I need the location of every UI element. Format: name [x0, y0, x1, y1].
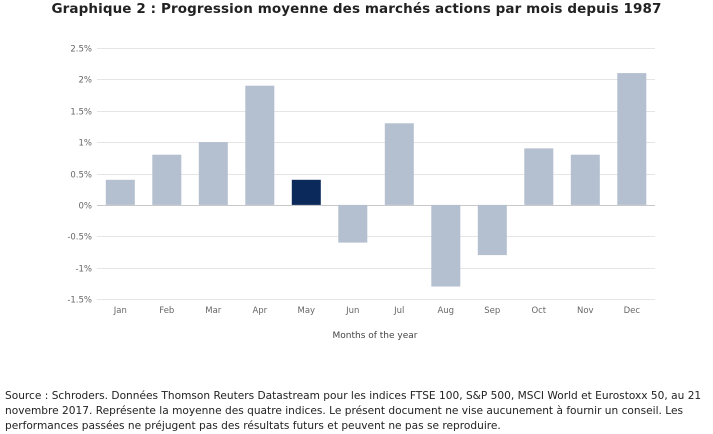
x-axis-label: Months of the year: [332, 331, 417, 341]
bar-feb: [152, 154, 182, 205]
y-tick-label: 2%: [79, 76, 93, 86]
x-tick-label-dec: Dec: [624, 306, 641, 316]
x-tick-label-jun: Jun: [345, 306, 359, 316]
y-tick-label: 2.5%: [70, 45, 92, 55]
bar-jun: [338, 204, 368, 243]
bar-apr: [245, 85, 275, 205]
bars: [105, 73, 647, 287]
x-tick-label-oct: Oct: [531, 306, 546, 316]
x-tick-label-may: May: [298, 306, 316, 316]
y-tick-label: 1.5%: [70, 108, 92, 118]
x-tick-label-jan: Jan: [113, 306, 127, 316]
bar-chart: 2.5% 2% 1.5% 1% 0.5% 0% -0.5% -1% -1.5% Jan Feb Ma…: [67, 45, 655, 341]
bar-mar: [198, 142, 228, 205]
bar-oct: [524, 148, 554, 205]
bar-dec: [617, 73, 647, 205]
y-tick-label: 0.5%: [70, 171, 92, 181]
y-axis-ticks: 2.5% 2% 1.5% 1% 0.5% 0% -0.5% -1% -1.5%: [67, 45, 92, 306]
x-tick-label-apr: Apr: [252, 306, 267, 316]
bar-nov: [570, 154, 600, 205]
x-tick-label-mar: Mar: [205, 306, 222, 316]
bar-sep: [477, 204, 507, 256]
x-axis-ticks: Jan Feb Mar Apr May Jun Jul Aug Sep Oct Nov Dec: [113, 306, 641, 316]
bar-jul: [384, 123, 414, 205]
source-note: Source : Schroders. Données Thomson Reut…: [5, 390, 702, 432]
x-tick-label-nov: Nov: [577, 306, 594, 316]
bar-may: [291, 179, 321, 205]
x-tick-label-feb: Feb: [159, 306, 174, 316]
y-tick-label: 1%: [79, 139, 93, 149]
bar-jan: [105, 179, 135, 205]
bar-aug: [431, 204, 461, 287]
x-tick-label-sep: Sep: [484, 306, 500, 316]
chart-title: Graphique 2 : Progression moyenne des ma…: [51, 1, 662, 17]
gridlines: [97, 48, 655, 300]
x-tick-label-aug: Aug: [437, 306, 454, 316]
y-tick-label: -0.5%: [67, 233, 92, 243]
y-tick-label: -1.5%: [67, 296, 92, 306]
y-tick-label: 0%: [79, 202, 93, 212]
x-tick-label-jul: Jul: [393, 306, 404, 316]
y-tick-label: -1%: [75, 265, 92, 275]
